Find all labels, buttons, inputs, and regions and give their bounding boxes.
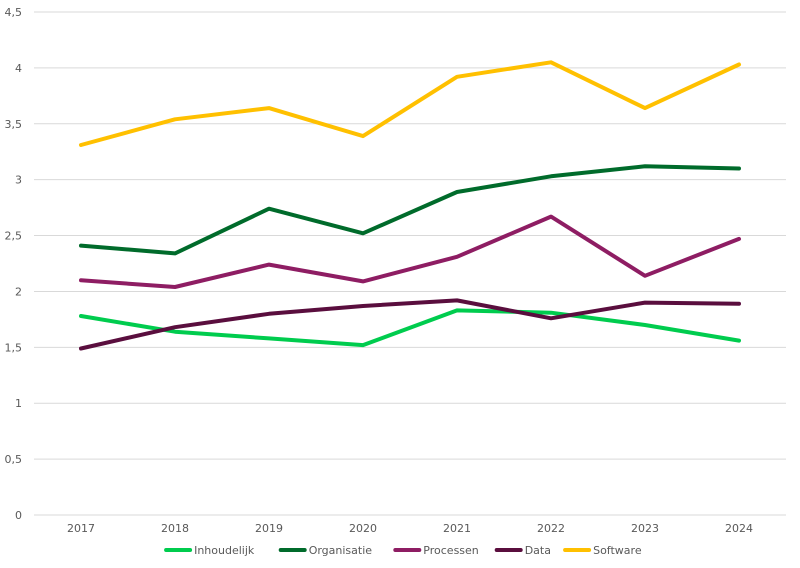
x-tick-label: 2020: [349, 522, 377, 535]
x-tick-label: 2023: [631, 522, 659, 535]
x-tick-label: 2019: [255, 522, 283, 535]
series-lines: [79, 60, 741, 351]
legend-label-inhoudelijk: Inhoudelijk: [194, 544, 255, 557]
y-tick-label: 4,5: [5, 6, 23, 19]
series-line-software: [79, 60, 741, 147]
y-tick-label: 2,5: [5, 230, 23, 243]
series-line-organisatie: [79, 164, 741, 256]
y-tick-label: 3,5: [5, 118, 23, 131]
legend: Inhoudelijk Organisatie Processen Data Softw…: [164, 544, 642, 557]
x-tick-label: 2024: [725, 522, 753, 535]
legend-label-processen: Processen: [423, 544, 478, 557]
y-tick-label: 4: [15, 62, 22, 75]
series-line-processen: [79, 214, 741, 289]
legend-label-organisatie: Organisatie: [309, 544, 373, 557]
series-line-data: [79, 298, 741, 351]
legend-label-software: Software: [593, 544, 642, 557]
y-tick-label: 3: [15, 174, 22, 187]
y-tick-label: 0: [15, 509, 22, 522]
gridlines: [34, 11, 786, 516]
y-axis-tick-labels: 0 0,5 1 1,5 2 2,5 3 3,5 4 4,5: [5, 6, 23, 522]
legend-label-data: Data: [525, 544, 551, 557]
x-axis-tick-labels: 2017 2018 2019 2020 2021 2022 2023 2024: [67, 522, 753, 535]
y-tick-label: 0,5: [5, 453, 23, 466]
y-tick-label: 1,5: [5, 341, 23, 354]
x-tick-label: 2017: [67, 522, 95, 535]
y-tick-label: 1: [15, 397, 22, 410]
x-tick-label: 2021: [443, 522, 471, 535]
x-tick-label: 2022: [537, 522, 565, 535]
y-tick-label: 2: [15, 285, 22, 298]
series-line-inhoudelijk: [79, 308, 741, 348]
x-tick-label: 2018: [161, 522, 189, 535]
